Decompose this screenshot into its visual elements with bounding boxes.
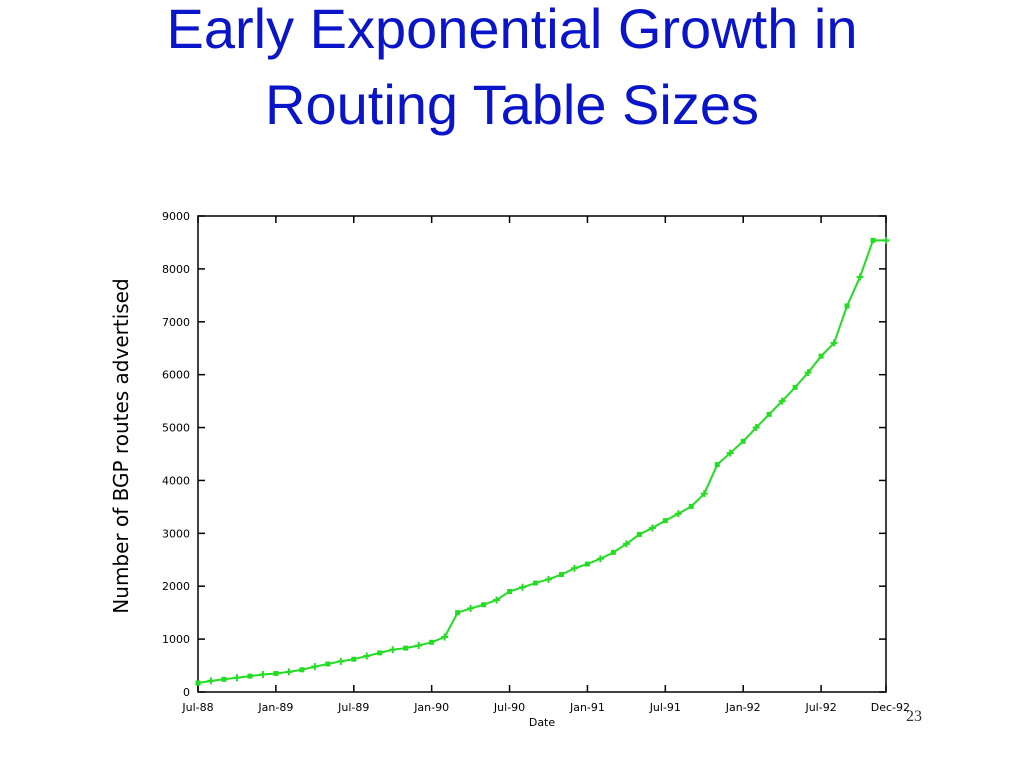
- data-point: [389, 646, 397, 654]
- y-tick-label: 4000: [162, 474, 190, 487]
- data-point: [233, 674, 241, 682]
- y-tick-label: 8000: [162, 263, 190, 276]
- data-point: [363, 652, 371, 660]
- y-tick-label: 0: [183, 686, 190, 699]
- data-point: [519, 583, 527, 591]
- data-point: [415, 641, 423, 649]
- data-point: [558, 572, 564, 578]
- y-tick-label: 6000: [162, 369, 190, 382]
- y-axis-label: Number of BGP routes advertised: [109, 278, 133, 613]
- x-tick-label: Jul-89: [337, 701, 369, 714]
- slide-title-line-2: Routing Table Sizes: [265, 73, 759, 136]
- data-point: [648, 524, 656, 532]
- data-point: [507, 589, 513, 595]
- y-tick-label: 1000: [162, 633, 190, 646]
- data-point: [377, 650, 383, 656]
- x-tick-label: Jul-88: [181, 701, 213, 714]
- data-point: [311, 663, 319, 671]
- data-point: [882, 236, 890, 244]
- y-tick-label: 5000: [162, 422, 190, 435]
- data-point: [259, 671, 267, 679]
- data-point: [700, 490, 708, 498]
- data-point: [493, 596, 501, 604]
- data-point: [273, 670, 279, 676]
- x-tick-label: Jan-92: [725, 701, 761, 714]
- x-tick-label: Dec-92: [871, 701, 910, 714]
- data-point: [752, 424, 760, 432]
- x-tick-label: Jul-92: [804, 701, 836, 714]
- data-point: [481, 602, 487, 608]
- data-point: [688, 503, 694, 509]
- data-point: [299, 667, 305, 673]
- data-point: [674, 510, 682, 518]
- data-point: [740, 438, 746, 444]
- data-point: [870, 237, 876, 243]
- data-point: [596, 555, 604, 563]
- data-point: [662, 518, 668, 524]
- x-axis-label: Date: [529, 716, 556, 729]
- data-point: [544, 575, 552, 583]
- data-point: [533, 580, 539, 586]
- slide-number: 23: [906, 708, 922, 725]
- data-point: [429, 639, 435, 645]
- data-point: [844, 303, 850, 309]
- y-tick-label: 2000: [162, 580, 190, 593]
- y-tick-label: 7000: [162, 316, 190, 329]
- data-point: [830, 339, 838, 347]
- data-point: [441, 633, 449, 641]
- x-tick-label: Jul-90: [493, 701, 525, 714]
- data-point: [337, 657, 345, 665]
- data-point: [714, 462, 720, 468]
- x-tick-label: Jan-89: [257, 701, 293, 714]
- data-point: [636, 531, 642, 537]
- data-point: [766, 411, 772, 417]
- plot-frame: [197, 215, 887, 693]
- x-tick-label: Jul-91: [649, 701, 681, 714]
- data-point: [195, 680, 201, 686]
- slide-title-line-1: Early Exponential Growth in: [166, 0, 858, 60]
- data-point: [351, 656, 357, 662]
- data-point: [207, 677, 215, 685]
- x-tick-label: Jan-91: [569, 701, 605, 714]
- data-point: [247, 673, 253, 679]
- data-point: [403, 645, 409, 651]
- y-tick-label: 9000: [162, 210, 190, 223]
- data-point: [856, 273, 864, 281]
- data-point: [455, 610, 461, 616]
- data-point: [584, 561, 590, 567]
- data-point: [285, 668, 293, 676]
- y-tick-label: 3000: [162, 527, 190, 540]
- data-point: [804, 369, 812, 377]
- data-point: [622, 540, 630, 548]
- data-point: [726, 449, 734, 457]
- data-point: [221, 676, 227, 682]
- x-tick-label: Jan-90: [413, 701, 449, 714]
- series-line: [197, 239, 886, 684]
- data-point: [818, 353, 824, 359]
- data-point: [778, 397, 786, 405]
- plot-area: 0 1000 2000 3000 4000 5000 6000 7000 8000 9000 Jul…: [109, 210, 910, 729]
- data-point: [570, 564, 578, 572]
- data-point: [610, 549, 616, 555]
- data-point: [325, 661, 331, 667]
- data-point: [467, 604, 475, 612]
- data-point: [792, 384, 798, 390]
